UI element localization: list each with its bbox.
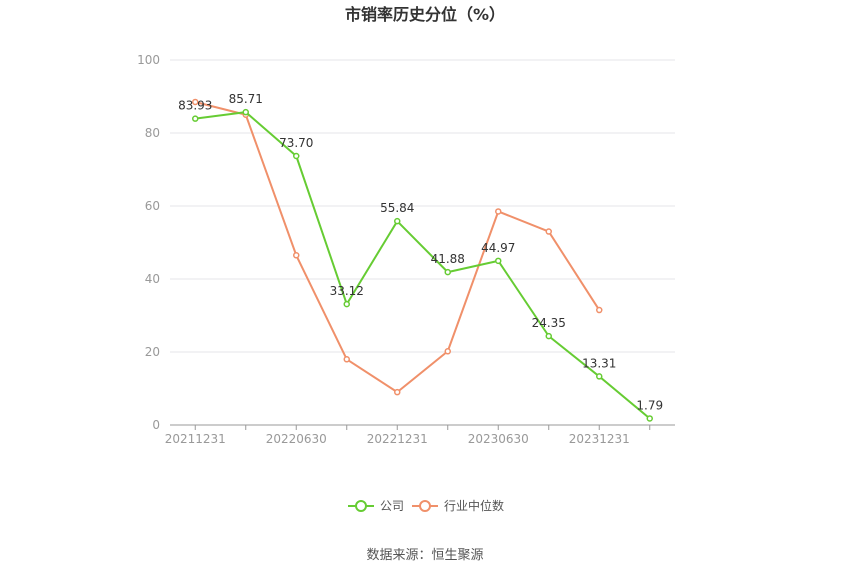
grid	[170, 59, 675, 353]
y-tick-label: 100	[137, 53, 160, 67]
legend-item-industry[interactable]: 行业中位数	[412, 498, 504, 513]
y-tick-label: 40	[145, 272, 160, 286]
data-point-company[interactable]	[242, 108, 249, 116]
data-point-company[interactable]	[444, 268, 451, 276]
data-label: 44.97	[481, 241, 515, 255]
data-point-industry[interactable]	[293, 252, 300, 259]
data-point-company[interactable]	[343, 300, 350, 308]
data-point-industry[interactable]	[596, 306, 603, 314]
series-line-industry	[195, 101, 601, 394]
data-point-company[interactable]	[394, 217, 401, 225]
data-point-industry[interactable]	[394, 388, 401, 396]
data-label: 41.88	[431, 252, 465, 266]
series-line-company	[195, 111, 651, 420]
data-label: 1.79	[636, 398, 663, 412]
data-point-industry[interactable]	[495, 208, 502, 215]
chart-title: 市销率历史分位（%）	[345, 5, 505, 24]
axes: 0 20 40 60 80 100 20211231 20220630 20221231 2023…	[137, 53, 675, 446]
data-point-industry[interactable]	[444, 348, 451, 355]
series-layer	[192, 98, 653, 422]
legend-company-label: 公司	[380, 499, 404, 513]
legend[interactable]: 公司 行业中位数	[348, 498, 504, 513]
x-tick-label: 20230630	[468, 432, 529, 446]
data-point-company[interactable]	[545, 332, 552, 340]
data-label: 55.84	[380, 201, 414, 215]
data-label: 33.12	[330, 284, 364, 298]
y-tick-label: 80	[145, 126, 160, 140]
data-point-industry[interactable]	[343, 356, 350, 363]
y-tick-label: 60	[145, 199, 160, 213]
data-label: 13.31	[582, 356, 616, 370]
data-label: 85.71	[229, 92, 263, 106]
data-point-company[interactable]	[192, 115, 199, 122]
x-tick-label: 20211231	[165, 432, 226, 446]
legend-industry-label: 行业中位数	[444, 498, 504, 513]
legend-company-marker-icon	[355, 500, 367, 512]
data-point-industry[interactable]	[545, 228, 552, 235]
data-label: 24.35	[532, 316, 566, 330]
x-tick-label: 20221231	[367, 432, 428, 446]
data-point-company[interactable]	[495, 257, 502, 265]
y-tick-label: 20	[145, 345, 160, 359]
source-note: 数据来源：恒生聚源	[366, 548, 483, 563]
data-point-company[interactable]	[596, 373, 603, 380]
data-labels: 83.93 85.71 73.70 33.12 55.84 41.88 44.97 24.35…	[178, 92, 663, 412]
x-tick-label: 20220630	[266, 432, 327, 446]
y-tick-label: 0	[152, 418, 160, 432]
data-label: 83.93	[178, 99, 212, 113]
data-point-company[interactable]	[646, 415, 653, 422]
data-point-company[interactable]	[293, 152, 300, 160]
legend-industry-marker-icon	[419, 500, 431, 512]
data-point-industry[interactable]	[192, 98, 199, 106]
legend-item-company[interactable]: 公司	[348, 499, 404, 513]
data-label: 73.70	[279, 136, 313, 150]
x-tick-label: 20231231	[569, 432, 630, 446]
